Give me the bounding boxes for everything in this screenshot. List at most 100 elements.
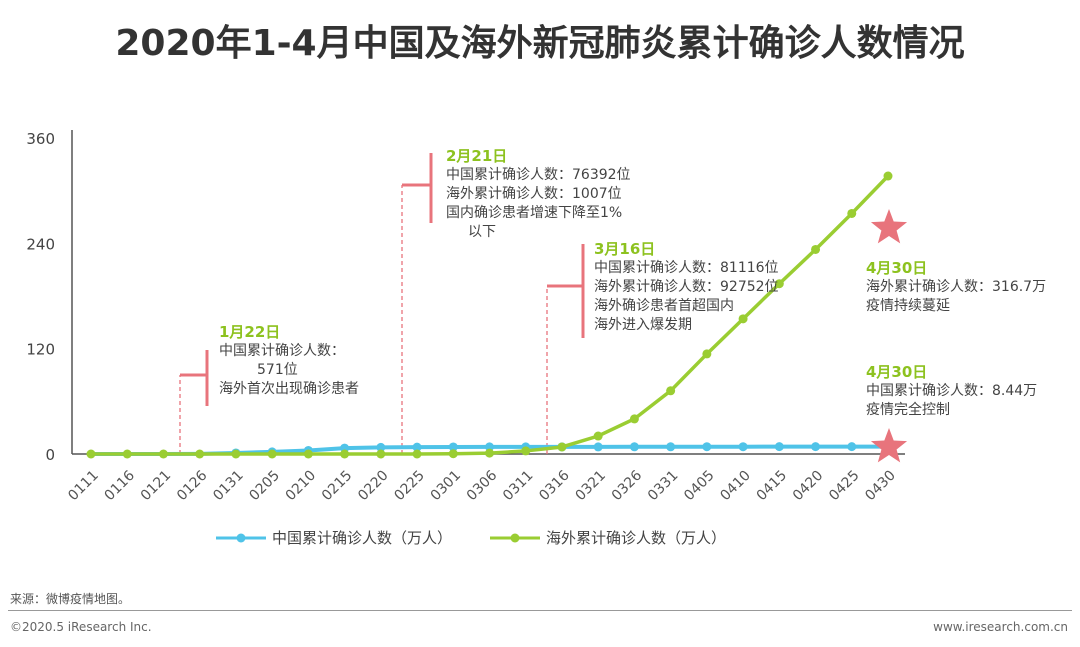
x-tick-label: 0415 [754,468,791,505]
legend-item-overseas: 海外累计确诊人数（万人） [490,527,726,548]
y-tick-label: 240 [26,235,55,253]
data-point-overseas [774,279,784,289]
data-point-overseas [340,449,350,459]
chart-title: 2020年1-4月中国及海外新冠肺炎累计确诊人数情况 [115,23,965,64]
data-point-overseas [521,446,531,456]
data-point-china [485,442,494,452]
annotation-line: 中国累计确诊人数：76392位 [446,167,631,183]
data-point-overseas [195,449,205,459]
x-tick-label: 0116 [102,467,139,504]
copyright: ©2020.5 iResearch Inc. [10,620,152,634]
annotation-line: 海外确诊患者首超国内 [594,298,734,314]
annotation-line: 海外累计确诊人数：1007位 [446,186,622,202]
x-tick-label: 0301 [428,468,465,505]
legend-label: 海外累计确诊人数（万人） [546,529,727,547]
annotation-line: 海外首次出现确诊患者 [219,381,359,397]
annotation-0122: 1月22日 中国累计确诊人数： 571位 海外首次出现确诊患者 [219,323,359,399]
star-icon [870,209,908,244]
data-point-china [738,442,748,452]
source-note: 来源：微博疫情地图。 [10,592,131,606]
data-point-china [774,442,784,452]
data-point-overseas [847,208,857,218]
annotation-line: 571位 [257,362,298,378]
x-tick-label: 0306 [464,467,501,504]
data-point-overseas [158,449,168,459]
data-point-overseas [629,414,639,424]
annotation-line: 中国累计确诊人数：81116位 [594,260,779,276]
annotation-line: 海外累计确诊人数：92752位 [594,279,779,295]
x-tick-label: 0425 [826,468,863,505]
x-tick-label: 0316 [536,467,573,504]
annotation-line: 国内确诊患者增速下降至1% [446,205,623,221]
data-point-china [702,442,712,452]
x-tick-label: 0126 [174,467,211,504]
x-tick-label: 0326 [609,467,646,504]
data-point-china [847,442,857,452]
x-tick-label: 0410 [717,468,754,505]
y-tick-label: 360 [26,130,55,148]
legend-swatch-overseas [490,533,540,542]
x-tick-label: 0430 [862,468,899,505]
data-point-overseas [303,449,313,459]
annotation-0221: 2月21日 中国累计确诊人数：76392位 海外累计确诊人数：1007位 国内确… [446,147,631,242]
annotation-0430-china: 4月30日 中国累计确诊人数：8.44万 疫情完全控制 [866,363,1037,420]
annotation-date: 2月21日 [446,147,508,165]
annotation-line: 海外累计确诊人数：316.7万 [866,279,1047,295]
annotation-line: 中国累计确诊人数：8.44万 [866,383,1038,399]
legend-item-china: 中国累计确诊人数（万人） [216,527,452,548]
x-tick-label: 0220 [355,468,392,505]
data-point-china [811,442,821,452]
data-point-overseas [267,449,277,459]
annotation-line: 疫情完全控制 [866,402,950,418]
annotation-line: 疫情持续蔓延 [866,298,950,314]
data-point-overseas [738,314,748,324]
data-point-overseas [376,449,386,459]
y-tick-label: 120 [26,341,55,359]
data-point-overseas [702,349,712,359]
x-tick-label: 0321 [572,468,609,505]
data-point-china [448,442,458,452]
legend-label: 中国累计确诊人数（万人） [272,529,453,547]
data-point-overseas [593,431,603,441]
data-point-china [666,442,676,452]
x-tick-label: 0205 [246,468,283,505]
data-point-overseas [485,448,494,458]
x-tick-label: 0405 [681,468,718,505]
data-point-overseas [557,442,567,452]
annotation-date: 3月16日 [594,240,656,258]
annotation-line: 海外进入爆发期 [594,317,692,333]
data-point-china [593,442,603,452]
annotation-line: 以下 [468,224,496,240]
x-tick-label: 0210 [283,468,320,505]
data-point-overseas [412,449,422,459]
data-point-china [412,442,422,452]
x-tick-label: 0225 [391,468,428,505]
annotation-0316: 3月16日 中国累计确诊人数：81116位 海外累计确诊人数：92752位 海外… [594,240,779,335]
annotation-date: 4月30日 [866,259,928,277]
legend-swatch-china [216,533,266,542]
x-tick-label: 0215 [319,468,356,505]
data-point-overseas [122,449,132,459]
data-point-overseas [666,386,676,396]
x-tick-label: 0420 [790,468,827,505]
x-tick-label: 0111 [65,468,102,505]
data-point-overseas [811,244,821,254]
data-point-china [376,442,386,452]
star-icon [870,428,908,463]
x-tick-label: 0121 [138,468,175,505]
annotation-date: 1月22日 [219,323,281,341]
data-point-overseas [231,449,241,459]
website: www.iresearch.com.cn [933,620,1068,634]
x-tick-label: 0311 [500,468,537,505]
annotation-0430-overseas: 4月30日 海外累计确诊人数：316.7万 疫情持续蔓延 [866,259,1046,316]
data-point-overseas [883,171,893,181]
y-tick-label: 0 [45,446,55,464]
data-point-china [629,442,639,452]
annotation-date: 4月30日 [866,363,928,381]
footer-divider [8,610,1072,611]
annotation-line: 中国累计确诊人数： [219,343,345,359]
data-point-overseas [86,449,96,459]
x-tick-label: 0131 [210,468,247,505]
